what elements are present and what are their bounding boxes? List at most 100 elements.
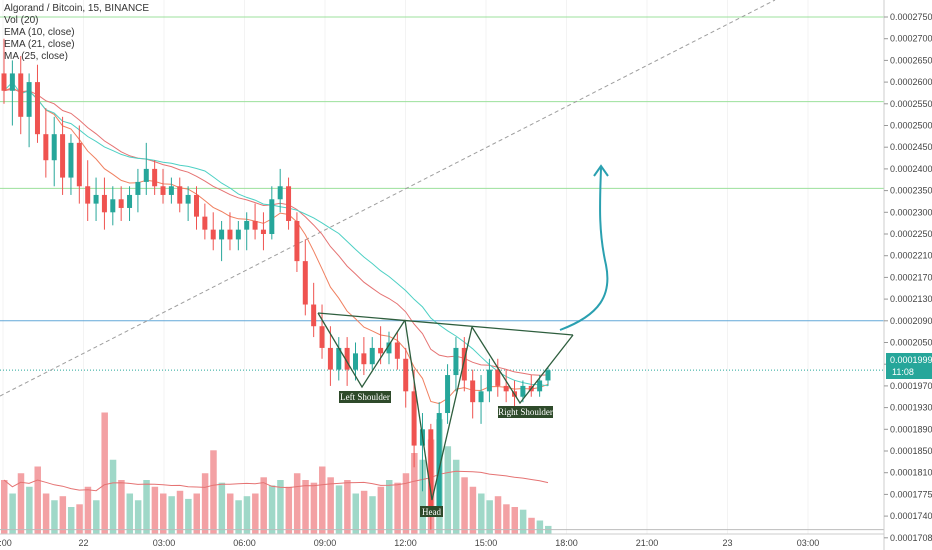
volume-bar — [260, 477, 267, 534]
candle-body — [344, 347, 350, 370]
volume-bar — [268, 485, 276, 534]
ascending-trend-line — [0, 0, 776, 397]
svg-text:0.0001999: 0.0001999 — [890, 355, 932, 365]
volume-bar — [118, 480, 125, 534]
volume-bar — [76, 504, 83, 534]
grid — [2, 0, 809, 534]
candle-body — [227, 229, 233, 240]
volume-bar — [51, 500, 58, 534]
volume-bar — [478, 493, 485, 534]
candle-body — [210, 229, 216, 240]
volume-bar — [218, 482, 226, 534]
y-tick-label: 0.0002550 — [890, 99, 932, 109]
candle-body — [43, 134, 49, 161]
volume-bar — [210, 450, 217, 534]
volume-bar — [9, 493, 16, 534]
volume-bar — [335, 485, 343, 534]
volume-bar — [528, 517, 535, 534]
volume-bar — [84, 486, 92, 534]
volume-bar — [185, 498, 192, 534]
y-tick-label: 0.0002050 — [890, 338, 932, 348]
x-tick-label: 18:00 — [555, 538, 578, 548]
candle-body — [294, 220, 300, 262]
candle-body — [286, 186, 292, 221]
price-tag: 0.0001999 11:08 — [886, 353, 932, 379]
candle-body — [453, 347, 459, 376]
y-tick-label: 0.0001970 — [890, 381, 932, 391]
y-tick-label: 0.0002170 — [890, 272, 932, 282]
volume-bar — [201, 473, 209, 534]
candle-body — [127, 194, 133, 208]
x-tick-label: 23 — [722, 538, 732, 548]
moving-averages — [3, 81, 549, 492]
y-tick-label: 0.0002350 — [890, 186, 932, 196]
y-tick-label: 0.0002400 — [890, 164, 932, 174]
candle-body — [18, 73, 24, 117]
volume-bar — [469, 486, 477, 534]
volume-bar — [319, 466, 326, 534]
trend-line — [0, 0, 776, 397]
volume-bar — [394, 482, 401, 534]
legend-ema10: EMA (10, close) — [4, 27, 75, 38]
svg-text:Head: Head — [422, 507, 441, 517]
x-tick-label: 0:00 — [0, 538, 12, 548]
volume-bar — [226, 493, 234, 534]
candle-body — [269, 199, 275, 234]
candle-body — [260, 229, 266, 234]
volume-bar — [452, 459, 460, 534]
candle-body — [193, 194, 199, 217]
symbol-title: Algorand / Bitcoin, 15, BINANCE — [4, 3, 150, 14]
volume-bar — [17, 473, 25, 534]
candle-body — [26, 82, 32, 117]
volume-bar — [486, 500, 493, 534]
volume-bar — [519, 509, 527, 534]
y-tick-label: 0.0002450 — [890, 142, 932, 152]
candle-body — [336, 347, 342, 370]
candle-body — [34, 82, 40, 135]
volume-bar — [419, 459, 426, 534]
volume-bar — [168, 496, 175, 534]
volume-bar — [402, 473, 410, 534]
y-tick-label: 0.0002130 — [890, 294, 932, 304]
volume-bar — [59, 496, 67, 534]
y-tick-label: 0.0001810 — [890, 468, 932, 478]
y-tick-label: 0.0002300 — [890, 207, 932, 217]
chart-legend: Algorand / Bitcoin, 15, BINANCE Vol (20)… — [4, 3, 149, 63]
y-tick-label: 0.0002210 — [890, 251, 932, 261]
candle-body — [319, 326, 325, 348]
volume-bar — [385, 480, 393, 534]
volume-bar — [126, 493, 134, 534]
candle-body — [411, 391, 417, 446]
volume-bar — [34, 466, 41, 534]
volume-bar — [42, 493, 50, 534]
projection-arrow — [559, 167, 609, 331]
volume-bar — [494, 496, 502, 534]
candle-body — [361, 353, 367, 365]
right-shoulder-label: Right Shoulder — [498, 406, 553, 418]
y-tick-label: 0.0001890 — [890, 424, 932, 434]
volume-bar — [143, 480, 150, 534]
candle-body — [235, 229, 241, 240]
volume-bar — [310, 482, 318, 534]
candle-body — [9, 73, 15, 91]
candle-body — [461, 347, 467, 381]
y-tick-label: 0.0002650 — [890, 55, 932, 65]
candle-body — [118, 199, 124, 208]
volume-bar — [67, 507, 75, 534]
x-tick-label: 03:00 — [153, 538, 176, 548]
volume-bar — [360, 490, 368, 534]
volume-bar — [252, 493, 259, 534]
left-shoulder-outline — [317, 312, 406, 389]
ema21-line — [3, 88, 549, 376]
candle-body — [537, 380, 543, 392]
candle-body — [60, 134, 66, 178]
volume-bar — [160, 493, 167, 534]
volume-bar — [511, 507, 519, 534]
candle-body — [486, 369, 492, 392]
volume-bar — [352, 493, 360, 534]
svg-text:Right Shoulder: Right Shoulder — [498, 407, 553, 417]
volume-bar — [26, 486, 33, 534]
candle-body — [311, 304, 317, 327]
